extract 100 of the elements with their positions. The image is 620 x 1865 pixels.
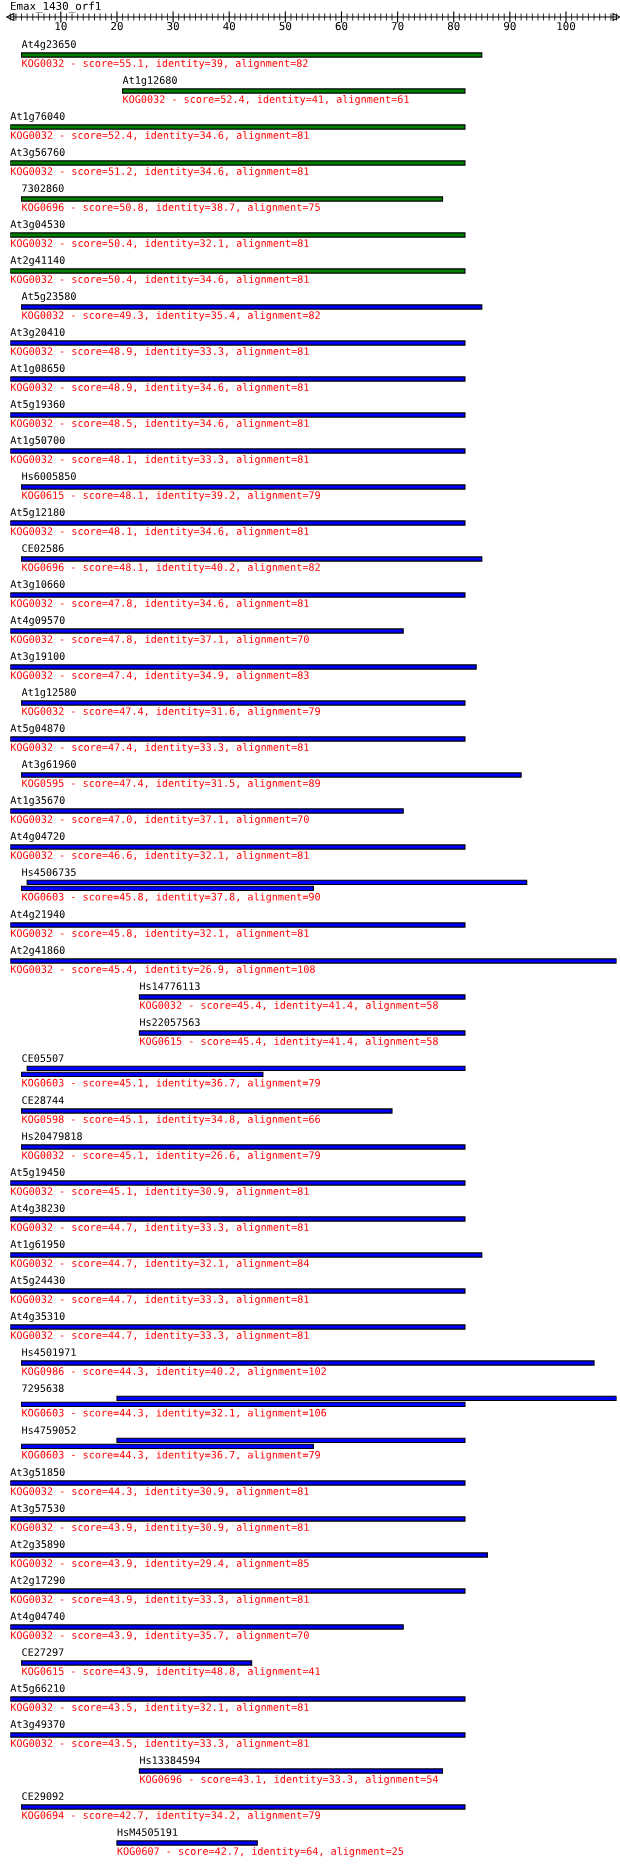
annotation: KOG0032 - score=44.7, identity=32.1, alignment=84	[10, 1259, 309, 1269]
y-tick-label: At1g12680	[122, 76, 177, 86]
y-tick-label: CE29092	[22, 1792, 64, 1800]
y-tick-label: At1g50700	[10, 436, 65, 446]
annotation: KOG0032 - score=43.9, identity=30.9, alignment=81	[10, 1523, 309, 1533]
y-tick-label: At5g04870	[10, 724, 65, 734]
annotation: KOG0032 - score=45.8, identity=32.1, alignment=81	[10, 929, 309, 939]
annotation: KOG0032 - score=50.4, identity=34.6, alignment=81	[10, 275, 309, 285]
y-tick-label: At4g09570	[10, 616, 65, 626]
annotation: KOG0032 - score=43.9, identity=33.3, alignment=81	[10, 1595, 309, 1605]
chart-title: Emax_1430_orf1	[11, 1, 101, 13]
annotation: KOG0032 - score=47.8, identity=37.1, alignment=70	[10, 635, 309, 645]
annotation: KOG0032 - score=48.9, identity=33.3, alignment=81	[10, 347, 309, 357]
annotation: KOG0032 - score=46.6, identity=32.1, alignment=81	[10, 851, 309, 861]
annotation: KOG0986 - score=44.3, identity=40.2, alignment=102	[22, 1367, 326, 1377]
y-tick-label: At2g35890	[10, 1540, 65, 1550]
annotation: KOG0615 - score=43.9, identity=48.8, alignment=41	[22, 1667, 320, 1677]
annotation: KOG0032 - score=45.4, identity=26.9, alignment=108	[10, 965, 315, 975]
y-tick-label: Hs14776113	[140, 982, 200, 990]
y-tick-label: At1g76040	[10, 112, 65, 122]
y-tick-label: At3g51850	[10, 1468, 65, 1478]
annotation: KOG0598 - score=45.1, identity=34.8, alignment=66	[22, 1115, 320, 1125]
annotation: KOG0595 - score=47.4, identity=31.5, alignment=89	[22, 779, 320, 789]
y-tick-label: 7302860	[22, 184, 64, 192]
y-tick-label: At2g41140	[10, 256, 65, 266]
y-tick-label: At5g66210	[10, 1684, 65, 1694]
y-tick-label: At3g19100	[10, 652, 65, 662]
y-tick-label: Hs4759052	[22, 1426, 76, 1434]
y-tick-label: At4g23650	[21, 40, 76, 50]
y-tick-label: At5g24430	[10, 1276, 65, 1286]
x-tick-label: 70	[391, 21, 404, 31]
y-tick-label: At4g04740	[10, 1612, 65, 1622]
x-tick-label: 90	[504, 21, 516, 31]
annotation: KOG0032 - score=44.7, identity=33.3, alignment=81	[10, 1223, 309, 1233]
y-tick-label: Hs4506735	[22, 868, 76, 876]
y-tick-label: Hs6005850	[22, 472, 76, 480]
y-tick-label: CE27297	[22, 1648, 64, 1656]
annotation: KOG0032 - score=50.4, identity=32.1, alignment=81	[10, 239, 309, 249]
y-tick-label: At1g61950	[10, 1240, 65, 1250]
y-tick-label: Hs22057563	[140, 1018, 200, 1026]
y-tick-label: At4g35310	[10, 1312, 65, 1322]
y-tick-label: At5g12180	[10, 508, 65, 518]
annotation: KOG0032 - score=43.9, identity=29.4, alignment=85	[10, 1559, 309, 1569]
annotation: KOG0032 - score=44.3, identity=30.9, alignment=81	[10, 1487, 309, 1497]
y-tick-label: At3g49370	[10, 1720, 65, 1730]
y-tick-label: At5g19360	[10, 400, 65, 410]
annotation: KOG0603 - score=45.8, identity=37.8, alignment=90	[22, 892, 320, 903]
annotation: KOG0032 - score=55.1, identity=39, alignment=82	[22, 59, 308, 69]
annotation: KOG0032 - score=43.9, identity=35.7, alignment=70	[10, 1631, 309, 1641]
annotation: KOG0032 - score=44.7, identity=33.3, alignment=81	[10, 1295, 309, 1305]
annotation: KOG0615 - score=48.1, identity=39.2, alignment=79	[22, 491, 320, 501]
x-tick-label: 10	[55, 21, 67, 31]
annotation: KOG0032 - score=52.4, identity=41, alignment=61	[123, 95, 409, 105]
y-tick-label: Hs13384594	[140, 1756, 200, 1764]
y-tick-label: At4g21940	[10, 910, 65, 920]
annotation: KOG0607 - score=42.7, identity=64, alignment=25	[117, 1847, 404, 1857]
y-tick-label: 7295638	[22, 1384, 64, 1392]
y-tick-label: At4g04720	[10, 832, 65, 842]
annotation: KOG0032 - score=47.4, identity=34.9, alignment=83	[10, 671, 309, 681]
y-tick-label: At5g19450	[10, 1168, 65, 1178]
annotation: KOG0032 - score=47.4, identity=33.3, alignment=81	[10, 743, 309, 753]
y-tick-label: At1g08650	[10, 364, 65, 374]
y-tick-label: CE02586	[22, 544, 64, 552]
x-tick-label: 30	[167, 21, 179, 31]
annotation: KOG0032 - score=51.2, identity=34.6, alignment=81	[10, 167, 309, 177]
x-tick-label: 60	[335, 21, 348, 31]
y-tick-label: At2g41860	[10, 946, 65, 956]
annotation: KOG0032 - score=47.0, identity=37.1, alignment=70	[10, 815, 309, 825]
annotation: KOG0032 - score=48.1, identity=34.6, alignment=81	[10, 527, 309, 537]
annotation: KOG0032 - score=48.5, identity=34.6, alignment=81	[10, 419, 309, 429]
y-tick-label: At1g35670	[10, 796, 65, 806]
x-tick-label: 100	[557, 21, 576, 31]
y-tick-label: At3g10660	[10, 580, 65, 590]
annotation: KOG0032 - score=49.3, identity=35.4, alignment=82	[22, 311, 320, 321]
y-tick-label: Hs20479818	[22, 1132, 82, 1140]
annotation: KOG0032 - score=43.5, identity=33.3, alignment=81	[10, 1739, 309, 1749]
annotation: KOG0694 - score=42.7, identity=34.2, alignment=79	[22, 1811, 320, 1821]
y-tick-label: At3g57530	[10, 1504, 65, 1514]
annotation: KOG0696 - score=50.8, identity=38.7, alignment=75	[22, 203, 320, 213]
annotation: KOG0615 - score=45.4, identity=41.4, alignment=58	[140, 1037, 438, 1047]
annotation: KOG0603 - score=44.3, identity=32.1, alignment=106	[22, 1408, 327, 1419]
y-tick-label: At2g17290	[10, 1576, 65, 1586]
y-tick-label: Hs4501971	[22, 1348, 76, 1356]
annotation: KOG0032 - score=45.1, identity=30.9, alignment=81	[10, 1187, 309, 1197]
x-tick-label: 20	[111, 21, 123, 31]
y-tick-label: At5g23580	[21, 292, 76, 302]
annotation: KOG0696 - score=48.1, identity=40.2, alignment=82	[22, 563, 320, 573]
x-tick-label: 50	[279, 21, 292, 31]
annotation: KOG0603 - score=44.3, identity=36.7, alignment=79	[22, 1450, 320, 1461]
y-tick-label: CE28744	[22, 1096, 64, 1104]
x-tick-label: 80	[447, 21, 460, 31]
annotation: KOG0032 - score=48.9, identity=34.6, alignment=81	[10, 383, 309, 393]
annotation: KOG0032 - score=48.1, identity=33.3, alignment=81	[10, 455, 309, 465]
x-tick-label: 40	[223, 21, 236, 31]
y-tick-label: HsM4505191	[117, 1828, 178, 1836]
annotation: KOG0032 - score=47.4, identity=31.6, alignment=79	[22, 707, 320, 717]
annotation: KOG0032 - score=45.1, identity=26.6, alignment=79	[22, 1151, 320, 1161]
annotation: KOG0696 - score=43.1, identity=33.3, alignment=54	[140, 1775, 439, 1785]
y-tick-label: At3g56760	[10, 148, 65, 158]
y-tick-label: CE05507	[22, 1054, 64, 1062]
